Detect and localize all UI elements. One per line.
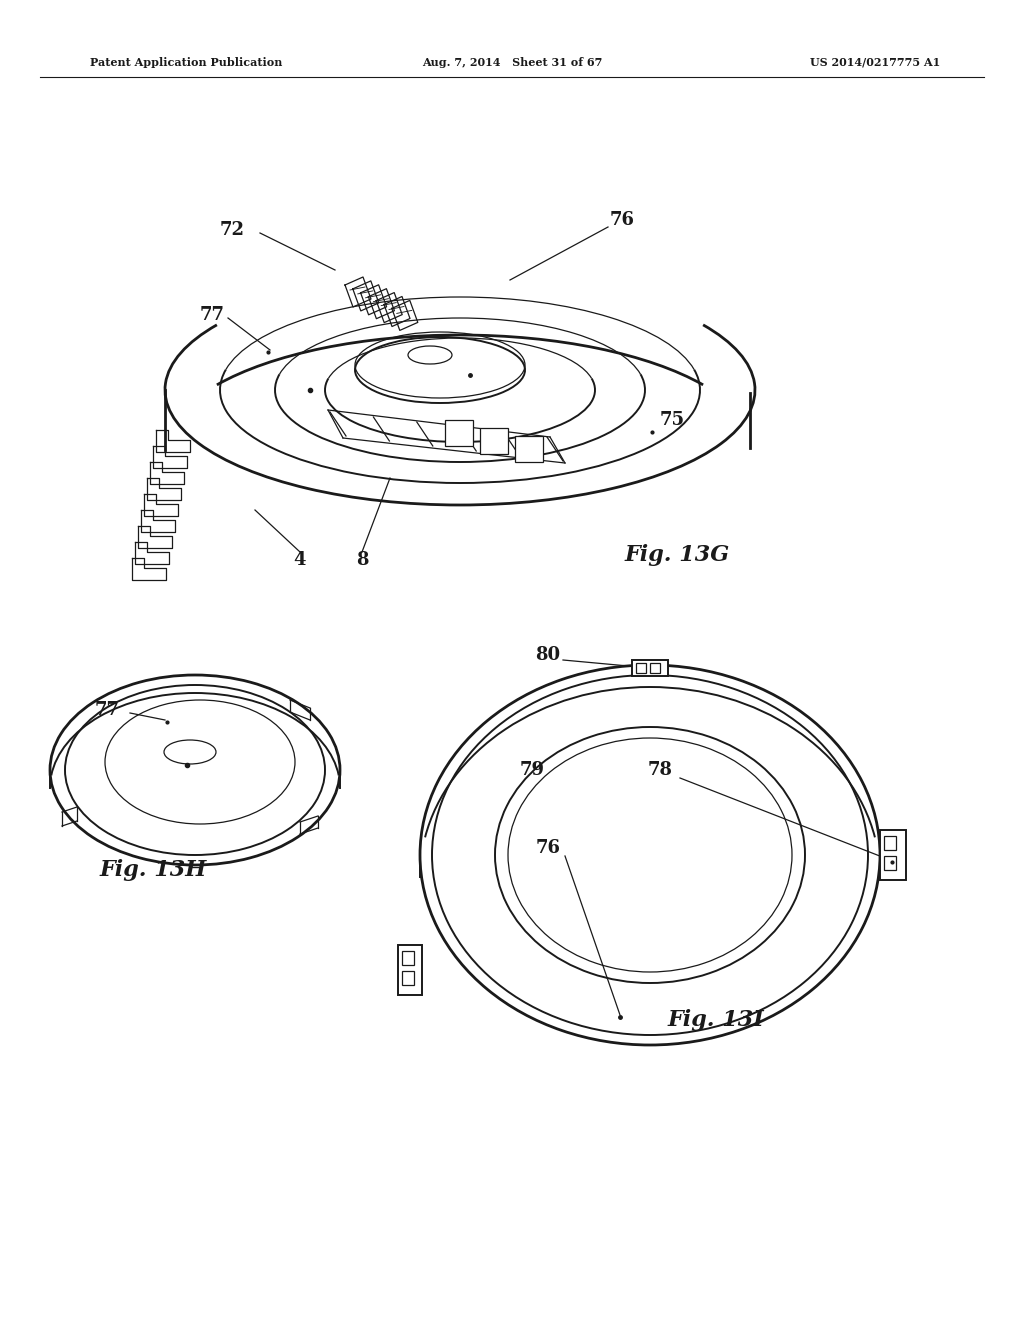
Bar <box>480 428 508 454</box>
Bar <box>398 945 422 995</box>
Bar <box>515 436 543 462</box>
Text: 8: 8 <box>355 550 369 569</box>
Bar <box>650 663 660 673</box>
Text: 80: 80 <box>535 645 560 664</box>
Bar <box>884 836 896 850</box>
Text: 75: 75 <box>660 411 685 429</box>
Bar <box>880 830 906 880</box>
Text: 72: 72 <box>220 220 245 239</box>
Text: Patent Application Publication: Patent Application Publication <box>90 57 283 67</box>
Text: 77: 77 <box>95 701 120 719</box>
Text: 79: 79 <box>520 762 545 779</box>
Bar <box>402 972 414 985</box>
Bar <box>632 660 668 676</box>
Text: Aug. 7, 2014   Sheet 31 of 67: Aug. 7, 2014 Sheet 31 of 67 <box>422 57 602 67</box>
Text: 77: 77 <box>200 306 225 323</box>
Text: Fig. 13I: Fig. 13I <box>668 1008 765 1031</box>
Bar <box>445 420 473 446</box>
Text: Fig. 13G: Fig. 13G <box>625 544 730 566</box>
Text: 76: 76 <box>536 840 561 857</box>
Text: 4: 4 <box>294 550 306 569</box>
Bar <box>402 950 414 965</box>
Bar <box>884 855 896 870</box>
Bar <box>636 663 646 673</box>
Text: 78: 78 <box>648 762 673 779</box>
Text: US 2014/0217775 A1: US 2014/0217775 A1 <box>810 57 940 67</box>
Text: Fig. 13H: Fig. 13H <box>100 859 207 880</box>
Text: 76: 76 <box>610 211 635 228</box>
